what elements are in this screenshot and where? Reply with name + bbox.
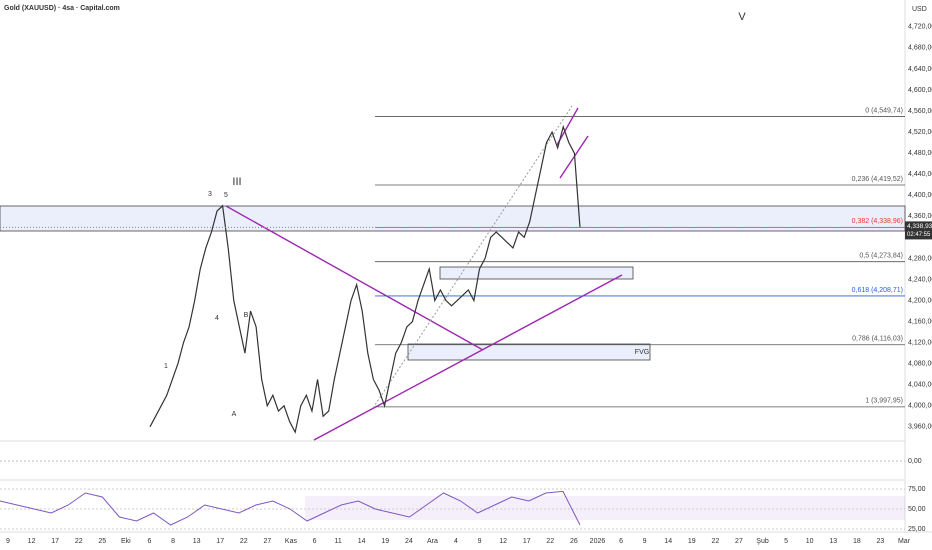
y-tick-label: 4,080,00 <box>908 361 932 368</box>
fib-label: 0 (4,549,74) <box>865 107 903 114</box>
x-tick-label: 23 <box>877 538 885 545</box>
y-tick-label: 4,680,00 <box>908 45 932 52</box>
last-price-tag <box>905 221 932 240</box>
x-tick-label: 5 <box>784 538 788 545</box>
y-tick-label: 4,360,00 <box>908 213 932 220</box>
x-tick-label: 14 <box>664 538 672 545</box>
y-tick-label: 4,560,00 <box>908 108 932 115</box>
y-tick-label: 4,160,00 <box>908 318 932 325</box>
x-tick-label: 2026 <box>590 538 606 545</box>
y-tick-label: 4,240,00 <box>908 276 932 283</box>
x-tick-label: Mar <box>898 538 911 545</box>
y-tick-label: 3,960,00 <box>908 424 932 431</box>
wave-label: 5 <box>224 192 228 199</box>
x-tick-label: 14 <box>358 538 366 545</box>
currency: USD <box>912 6 927 13</box>
x-tick-label: 22 <box>711 538 719 545</box>
x-tick-label: 6 <box>148 538 152 545</box>
rsi-tick-label: 75,00 <box>908 486 926 493</box>
x-tick-label: 6 <box>619 538 623 545</box>
x-tick-label: 9 <box>478 538 482 545</box>
x-tick-label: 4 <box>454 538 458 545</box>
demand-zone <box>439 266 634 280</box>
y-tick-label: 4,200,00 <box>908 297 932 304</box>
fib-label: 0,618 (4,208,71) <box>852 287 903 294</box>
x-tick-label: 8 <box>171 538 175 545</box>
last-price-label: 4,338,93 <box>907 223 932 230</box>
chart-title: Gold (XAUUSD) · 4sa · Capital.com <box>4 5 120 12</box>
macd-tick-label: 0,00 <box>908 458 922 465</box>
x-tick-label: 9 <box>6 538 10 545</box>
x-tick-label: Kas <box>285 538 298 545</box>
x-tick-label: 9 <box>643 538 647 545</box>
rsi-tick-label: 50,00 <box>908 506 926 513</box>
x-tick-label: Eki <box>121 538 131 545</box>
x-tick-label: 13 <box>193 538 201 545</box>
x-tick-label: 11 <box>334 538 341 545</box>
y-tick-label: 4,000,00 <box>908 403 932 410</box>
wave-label: FVG <box>635 349 649 356</box>
x-tick-label: 17 <box>216 538 224 545</box>
supply-zone <box>0 205 906 232</box>
x-tick-label: 27 <box>263 538 271 545</box>
x-tick-label: 27 <box>735 538 743 545</box>
y-tick-label: 4,440,00 <box>908 171 932 178</box>
x-tick-label: 12 <box>28 538 36 545</box>
trend-line <box>225 205 484 351</box>
x-tick-label: 12 <box>499 538 507 545</box>
wave-label: 3 <box>208 191 212 198</box>
x-tick-label: Ara <box>427 538 438 545</box>
x-tick-label: 25 <box>98 538 106 545</box>
wave-label: 4 <box>215 315 219 322</box>
wave-label: V <box>738 11 746 23</box>
price-line <box>149 124 581 434</box>
wave-label: B <box>244 312 249 319</box>
y-tick-label: 4,720,00 <box>908 24 932 31</box>
fvg-zone <box>407 343 651 361</box>
fib-diagonal <box>372 105 573 409</box>
x-tick-label: 17 <box>51 538 59 545</box>
wave-label: 1 <box>164 363 168 370</box>
fib-label: 0,236 (4,419,52) <box>852 176 903 183</box>
x-tick-label: 10 <box>806 538 814 545</box>
x-tick-label: Şub <box>756 538 769 545</box>
y-tick-label: 4,600,00 <box>908 87 932 94</box>
wave-label: A <box>232 411 237 418</box>
x-tick-label: 19 <box>381 538 389 545</box>
x-tick-label: 22 <box>75 538 83 545</box>
x-tick-label: 13 <box>829 538 837 545</box>
x-tick-label: 6 <box>313 538 317 545</box>
fib-label: 0,786 (4,116,03) <box>852 336 903 343</box>
y-tick-label: 4,120,00 <box>908 339 932 346</box>
countdown: 02:47:55 <box>907 232 931 238</box>
y-tick-label: 4,040,00 <box>908 382 932 389</box>
x-tick-label: 17 <box>523 538 531 545</box>
x-tick-label: 24 <box>405 538 413 545</box>
y-tick-label: 4,520,00 <box>908 129 932 136</box>
x-tick-label: 26 <box>570 538 578 545</box>
wedge-line <box>559 135 589 179</box>
wave-label: III <box>232 176 241 188</box>
x-tick-label: 22 <box>240 538 248 545</box>
rsi-tick-label: 25,00 <box>908 526 926 533</box>
x-tick-label: 19 <box>688 538 696 545</box>
rsi-band <box>305 496 905 520</box>
y-tick-label: 4,280,00 <box>908 255 932 262</box>
y-tick-label: 4,480,00 <box>908 150 932 157</box>
fib-label: 1 (3,997,95) <box>865 398 903 405</box>
x-tick-label: 22 <box>546 538 554 545</box>
x-tick-label: 18 <box>853 538 861 545</box>
rsi-line <box>0 490 581 526</box>
y-tick-label: 4,400,00 <box>908 192 932 199</box>
fib-label: 0,5 (4,273,84) <box>859 253 903 260</box>
trend-line <box>313 274 623 441</box>
y-tick-label: 4,640,00 <box>908 66 932 73</box>
fib-label: 0,382 (4,338,96) <box>852 218 903 225</box>
